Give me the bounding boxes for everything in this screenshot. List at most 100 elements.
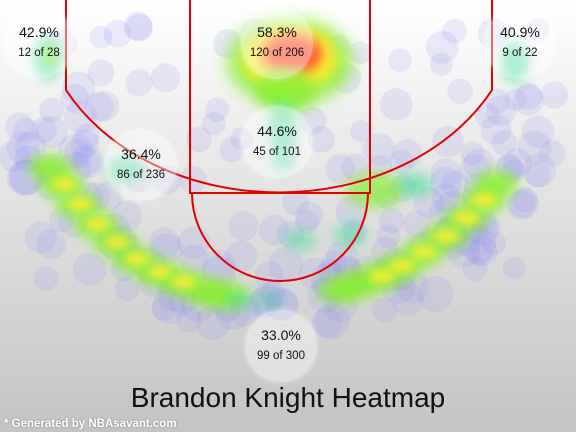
shot-marker xyxy=(326,240,359,274)
shot-marker xyxy=(125,13,153,42)
shot-marker xyxy=(515,82,543,110)
shot-marker xyxy=(430,158,462,190)
heat-blob xyxy=(397,173,433,197)
shot-marker xyxy=(103,19,132,48)
heat-blob xyxy=(369,269,395,283)
shot-marker xyxy=(179,244,209,274)
shot-marker xyxy=(30,116,58,143)
shot-marker xyxy=(462,256,488,282)
shot-marker xyxy=(391,283,425,316)
shot-marker xyxy=(225,240,257,272)
shot-marker xyxy=(441,170,469,198)
shot-marker xyxy=(307,126,335,153)
zone-pct: 33.0% xyxy=(261,327,301,343)
heat-blob xyxy=(453,211,479,225)
shot-marker xyxy=(268,246,304,282)
shot-marker xyxy=(228,210,259,241)
chart-title: Brandon Knight Heatmap xyxy=(130,382,446,413)
heat-blobs xyxy=(28,20,529,310)
shot-marker xyxy=(150,63,181,93)
shot-marker xyxy=(517,130,552,165)
shot-marker xyxy=(72,147,101,176)
shot-marker xyxy=(35,116,69,149)
shot-marker xyxy=(447,78,473,105)
shot-marker xyxy=(525,18,550,42)
zone-badge-paint: 44.6% 45 of 101 xyxy=(241,106,313,178)
shot-marker xyxy=(379,88,413,121)
shot-marker xyxy=(88,90,120,122)
shot-marker xyxy=(376,224,401,249)
zone-ratio: 12 of 28 xyxy=(18,47,60,59)
heat-blob xyxy=(107,156,143,184)
shot-marker xyxy=(12,118,39,145)
heat-blob xyxy=(255,68,315,112)
heat-blob xyxy=(471,193,497,207)
shot-marker xyxy=(14,131,47,164)
heat-blob xyxy=(262,34,322,74)
zone-badge-mid-range: 36.4% 86 of 236 xyxy=(105,129,177,201)
shot-marker xyxy=(502,256,526,280)
shot-marker xyxy=(431,183,461,213)
shot-marker xyxy=(491,129,518,156)
shot-marker xyxy=(92,181,123,212)
heat-blob xyxy=(474,170,518,198)
zone-ratio: 86 of 236 xyxy=(117,169,165,181)
shot-marker xyxy=(87,59,115,87)
shot-marker xyxy=(521,115,555,148)
zone-pct: 58.3% xyxy=(257,24,297,40)
heat-blob xyxy=(433,229,459,243)
heat-blob xyxy=(271,139,295,171)
shot-marker xyxy=(230,127,254,151)
shot-marker xyxy=(123,11,153,41)
zone-ratio: 120 of 206 xyxy=(249,47,305,59)
shot-marker xyxy=(430,53,453,76)
shot-marker xyxy=(460,141,485,166)
zone-badge-left-corner-three: 42.9% 12 of 28 xyxy=(3,7,75,79)
shot-marker xyxy=(282,188,309,216)
shot-marker xyxy=(512,84,544,116)
heat-blob xyxy=(125,252,149,266)
shot-marker xyxy=(392,139,423,169)
shot-marker xyxy=(177,226,211,259)
free-throw-circle xyxy=(191,192,369,282)
shot-marker xyxy=(486,95,517,126)
shot-marker xyxy=(294,201,324,230)
shot-marker xyxy=(325,154,355,184)
credit-text: * Generated by NBAsavant.com xyxy=(4,418,177,430)
shot-marker xyxy=(201,111,226,136)
heat-blob xyxy=(501,42,529,82)
shot-marker xyxy=(258,214,290,246)
shot-marker xyxy=(114,276,140,302)
shot-marker xyxy=(502,147,533,177)
shot-marker xyxy=(175,306,203,333)
heat-blob xyxy=(411,245,437,259)
shot-marker xyxy=(6,131,40,165)
shot-marker xyxy=(314,303,350,339)
shot-marker xyxy=(460,227,497,264)
three-point-line xyxy=(65,0,493,194)
shot-marker xyxy=(33,266,59,291)
shot-marker xyxy=(432,125,464,158)
zone-pct: 36.4% xyxy=(121,146,161,162)
shot-marker xyxy=(204,97,230,122)
heat-blob xyxy=(42,45,58,65)
heat-blob xyxy=(68,197,92,211)
shot-marker xyxy=(24,221,58,254)
zone-badge-restricted-area: 58.3% 120 of 206 xyxy=(241,7,313,79)
zone-pct: 42.9% xyxy=(19,24,59,40)
zone-badge-above-break-three: 33.0% 99 of 300 xyxy=(245,310,317,382)
heat-blob xyxy=(389,259,415,273)
shot-marker xyxy=(525,162,551,188)
shot-marker xyxy=(74,123,100,150)
shot-marker xyxy=(298,106,327,135)
shot-marker xyxy=(64,139,91,166)
shot-marker xyxy=(350,120,373,143)
heat-blob xyxy=(86,217,110,231)
shot-marker xyxy=(63,100,98,134)
heat-blob xyxy=(148,265,172,279)
shot-marker xyxy=(485,88,511,114)
shot-marker xyxy=(506,190,536,220)
shot-marker xyxy=(110,200,142,232)
shot-marker xyxy=(508,188,539,219)
heat-blob xyxy=(334,223,366,247)
